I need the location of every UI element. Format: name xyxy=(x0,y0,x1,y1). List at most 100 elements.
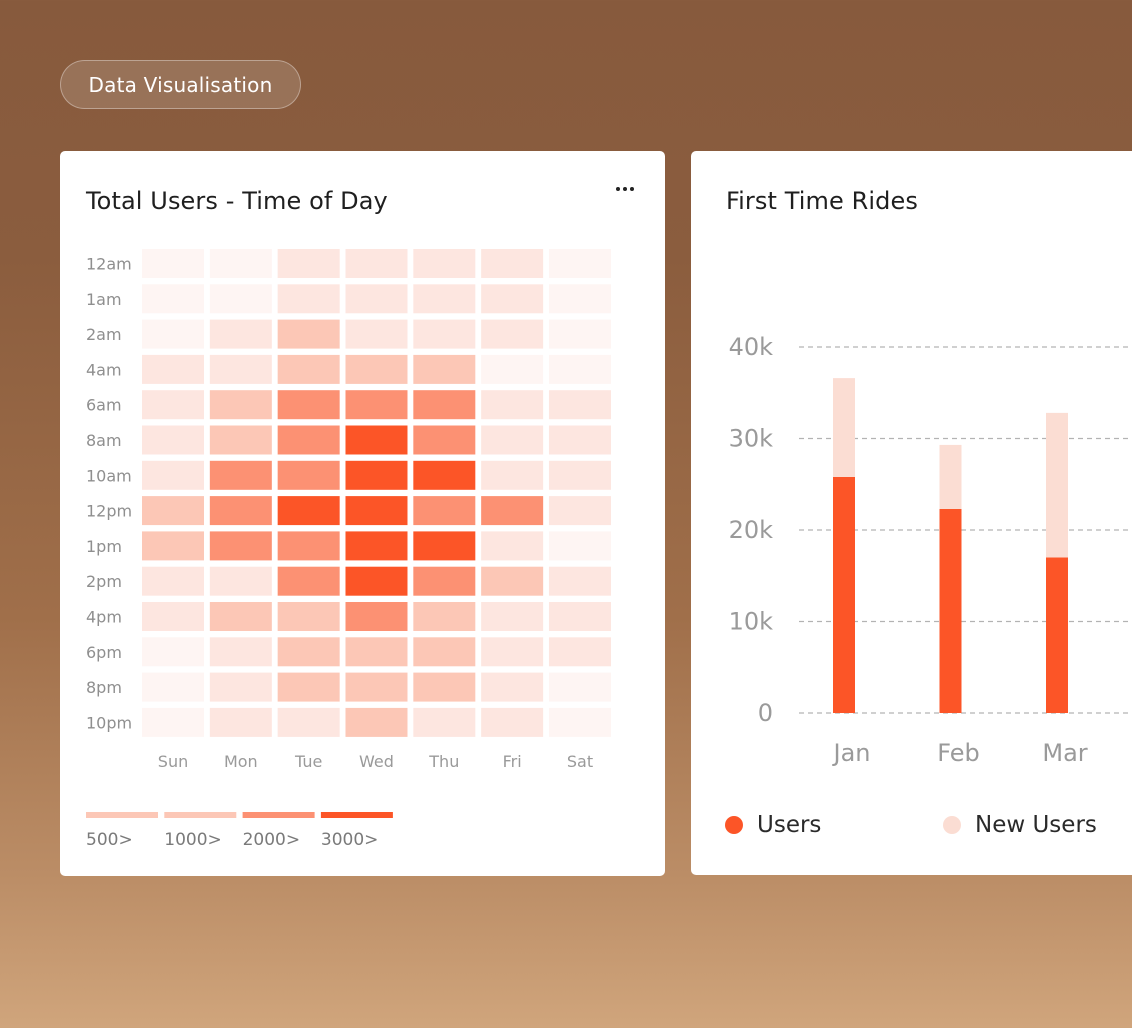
more-dot xyxy=(630,187,634,191)
heatmap-legend-label: 3000> xyxy=(321,830,379,850)
heatmap-cell xyxy=(413,637,476,667)
heatmap-cell xyxy=(142,460,204,490)
heatmap-cell xyxy=(277,249,340,278)
bar-chart-title: First Time Rides xyxy=(726,187,918,215)
bar-segment-new-users xyxy=(939,444,962,509)
heatmap-cell xyxy=(142,566,204,596)
y-axis-tick-label: 20k xyxy=(729,516,774,544)
heatmap-cell xyxy=(142,284,204,314)
heatmap-cell xyxy=(142,496,204,526)
heatmap-cell xyxy=(345,531,408,561)
heatmap-cell xyxy=(209,284,272,314)
heatmap-cell xyxy=(548,249,611,278)
heatmap-cell xyxy=(548,425,611,455)
heatmap-cell xyxy=(209,496,272,526)
heatmap-cell xyxy=(481,637,544,667)
heatmap-cell xyxy=(277,672,340,702)
heatmap-cell xyxy=(142,249,204,278)
heatmap-cell xyxy=(345,249,408,278)
heatmap-cell xyxy=(345,425,408,455)
heatmap-cell xyxy=(548,354,611,384)
heatmap-cell xyxy=(142,425,204,455)
legend-users-label: Users xyxy=(757,812,822,838)
y-axis-tick-label: 30k xyxy=(729,425,774,453)
heatmap-cell xyxy=(277,637,340,667)
heatmap-cell xyxy=(277,531,340,561)
heatmap-row-label: 1am xyxy=(86,290,122,309)
heatmap-cell xyxy=(548,707,611,737)
heatmap-cell xyxy=(142,602,204,631)
heatmap-cell xyxy=(548,496,611,526)
heatmap-cell xyxy=(277,284,340,314)
heatmap-cell xyxy=(345,284,408,314)
heatmap-cell xyxy=(413,672,476,702)
heatmap-legend-swatch xyxy=(164,812,237,818)
heatmap-cell xyxy=(209,354,272,384)
heatmap-cell xyxy=(142,672,204,702)
heatmap-cell xyxy=(548,531,611,561)
heatmap-cell xyxy=(345,672,408,702)
more-horizontal-icon[interactable] xyxy=(613,179,637,199)
heatmap-cell xyxy=(548,602,611,631)
heatmap-cell xyxy=(481,460,544,490)
heatmap-row-label: 10am xyxy=(86,466,132,485)
bar-chart: 0 10k 20k 30k 40k Jan Feb Mar xyxy=(729,333,1132,767)
heatmap-cell xyxy=(209,602,272,631)
heatmap-cell xyxy=(548,460,611,490)
heatmap-legend-swatch xyxy=(320,812,393,818)
data-visualisation-badge: Data Visualisation xyxy=(60,60,301,109)
heatmap-column-label: Wed xyxy=(359,752,394,771)
heatmap-title: Total Users - Time of Day xyxy=(86,187,388,215)
heatmap-cell xyxy=(481,566,544,596)
heatmap-cell xyxy=(209,707,272,737)
heatmap-cell xyxy=(142,531,204,561)
y-axis-tick-label: 0 xyxy=(758,699,773,727)
heatmap-cell xyxy=(345,390,408,420)
heatmap-row-label: 6pm xyxy=(86,643,122,662)
heatmap-row-label: 12pm xyxy=(86,502,132,521)
heatmap-cell xyxy=(481,707,544,737)
heatmap-cell xyxy=(413,566,476,596)
heatmap-cell xyxy=(413,425,476,455)
bar-segment-users xyxy=(1046,557,1068,713)
heatmap-cell xyxy=(345,460,408,490)
y-axis-tick-label: 40k xyxy=(729,333,774,361)
bar-segment-new-users xyxy=(1046,412,1068,558)
heatmap-legend-label: 1000> xyxy=(164,830,222,850)
bar-segment-users xyxy=(833,476,855,713)
heatmap-cell xyxy=(548,319,611,349)
heatmap-row-label: 12am xyxy=(86,255,132,274)
heatmap-cell xyxy=(481,284,544,314)
heatmap-cell xyxy=(481,602,544,631)
bar-segment-new-users xyxy=(833,378,855,477)
heatmap-cell xyxy=(548,637,611,667)
heatmap-legend-swatch xyxy=(86,812,158,818)
heatmap-cell xyxy=(209,319,272,349)
heatmap-cell xyxy=(209,425,272,455)
heatmap-cell xyxy=(277,390,340,420)
x-axis-tick-label: Mar xyxy=(1042,739,1087,767)
heatmap-cell xyxy=(277,496,340,526)
heatmap-cell xyxy=(277,354,340,384)
heatmap-cell xyxy=(209,566,272,596)
heatmap-row-label: 2pm xyxy=(86,572,122,591)
legend-users: Users xyxy=(725,812,821,838)
heatmap-row-label: 2am xyxy=(86,325,122,344)
heatmap-cell xyxy=(345,637,408,667)
heatmap-cell xyxy=(481,531,544,561)
heatmap-cell xyxy=(413,249,476,278)
heatmap-cell xyxy=(142,319,204,349)
heatmap-cell xyxy=(345,707,408,737)
more-dot xyxy=(616,187,620,191)
heatmap-cell xyxy=(345,566,408,596)
y-axis-tick-label: 10k xyxy=(729,608,774,636)
x-axis-tick-label: Jan xyxy=(832,739,871,767)
heatmap-cell xyxy=(209,249,272,278)
legend-new-users-label: New Users xyxy=(975,812,1097,838)
heatmap-cell xyxy=(209,531,272,561)
heatmap-cell xyxy=(142,390,204,420)
heatmap-cell xyxy=(345,354,408,384)
heatmap-cell xyxy=(345,496,408,526)
heatmap-cell xyxy=(209,637,272,667)
heatmap-cell xyxy=(413,460,476,490)
